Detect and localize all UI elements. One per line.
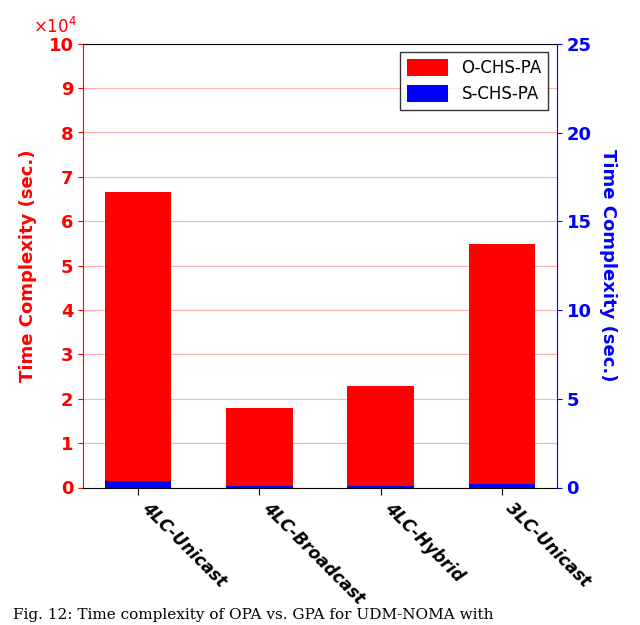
Y-axis label: Time Complexity (sec.): Time Complexity (sec.) [598,149,616,382]
Bar [348,386,414,486]
Legend: O-CHS-PA, S-CHS-PA: O-CHS-PA, S-CHS-PA [400,52,548,110]
Bar [226,486,292,488]
Text: $\times 10^4$: $\times 10^4$ [33,16,77,37]
Bar [468,484,535,488]
Bar [348,486,414,488]
Bar [105,192,172,481]
Y-axis label: Time Complexity (sec.): Time Complexity (sec.) [19,149,37,382]
Text: Fig. 12: Time complexity of OPA vs. GPA for UDM-NOMA with: Fig. 12: Time complexity of OPA vs. GPA … [13,608,493,622]
Bar [226,408,292,486]
Bar [105,481,172,488]
Bar [468,244,535,484]
